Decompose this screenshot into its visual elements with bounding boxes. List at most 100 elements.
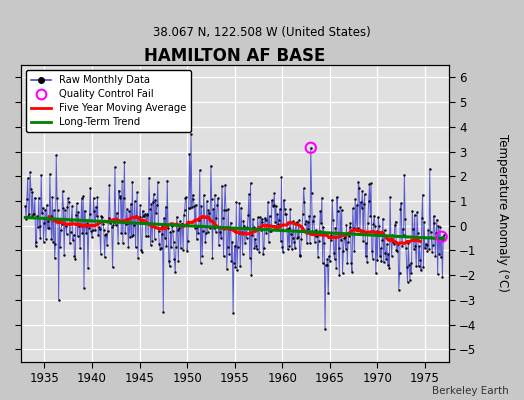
Point (183, 248, 191, 254)
Point (398, 243, 406, 249)
Point (378, 237, 386, 244)
Point (111, 164, 119, 170)
Point (415, 243, 423, 250)
Point (100, 227, 108, 233)
Point (60, 252, 68, 258)
Point (403, 279, 412, 285)
Point (391, 222, 399, 228)
Point (402, 264, 411, 270)
Point (293, 235, 301, 242)
Point (200, 214, 209, 220)
Point (127, 201, 135, 207)
Point (75, 223, 83, 229)
Point (211, 192, 219, 198)
Point (181, 194, 190, 201)
Point (125, 208, 134, 215)
Point (430, 213, 438, 220)
Text: 38.067 N, 122.508 W (United States): 38.067 N, 122.508 W (United States) (153, 26, 371, 39)
Point (23, 196, 31, 203)
Point (176, 218, 184, 225)
Point (235, 200, 244, 206)
Point (209, 206, 217, 212)
Point (342, 246, 350, 252)
Point (154, 179, 162, 186)
Point (227, 258, 236, 264)
Point (124, 244, 133, 250)
Point (303, 219, 312, 225)
Point (124, 220, 132, 226)
Point (28, 189, 37, 196)
Point (132, 244, 140, 250)
Point (248, 232, 256, 238)
Point (371, 223, 379, 230)
Point (49, 239, 57, 246)
Point (394, 241, 402, 248)
Point (229, 309, 237, 316)
Point (114, 240, 122, 246)
Point (208, 255, 216, 261)
Point (422, 240, 430, 247)
Point (252, 243, 260, 250)
Point (419, 264, 428, 270)
Point (25, 211, 34, 217)
Point (46, 171, 54, 177)
Point (243, 224, 252, 230)
Point (292, 219, 301, 226)
Point (425, 246, 433, 253)
Point (95, 224, 103, 230)
Point (174, 258, 182, 264)
Point (198, 253, 206, 260)
Point (202, 230, 210, 236)
Point (113, 216, 122, 222)
Point (245, 191, 253, 198)
Point (262, 230, 270, 236)
Point (177, 245, 185, 251)
Point (305, 213, 313, 219)
Point (135, 214, 144, 220)
Point (436, 224, 444, 230)
Point (171, 269, 179, 276)
Point (337, 236, 345, 243)
Point (147, 201, 156, 208)
Point (66, 240, 74, 246)
Point (58, 188, 67, 194)
Point (177, 220, 185, 227)
Point (50, 255, 59, 262)
Point (320, 240, 329, 246)
Point (280, 197, 288, 203)
Point (120, 159, 128, 166)
Point (275, 216, 283, 223)
Point (362, 253, 370, 260)
Point (136, 202, 145, 209)
Point (327, 232, 335, 238)
Point (418, 192, 427, 198)
Point (43, 224, 52, 231)
Point (190, 203, 199, 210)
Point (365, 198, 373, 204)
Point (353, 225, 362, 231)
Point (101, 254, 109, 260)
Point (373, 228, 381, 234)
Point (223, 266, 231, 272)
Point (129, 232, 137, 238)
Point (158, 230, 166, 237)
Point (325, 258, 334, 264)
Point (397, 200, 406, 206)
Point (413, 208, 421, 215)
Point (281, 210, 290, 217)
Point (47, 236, 56, 242)
Point (231, 242, 239, 249)
Point (361, 191, 369, 198)
Point (314, 238, 323, 244)
Point (256, 214, 264, 220)
Point (355, 184, 363, 191)
Point (70, 232, 78, 238)
Point (291, 244, 299, 251)
Point (206, 162, 215, 169)
Point (340, 235, 348, 241)
Point (348, 268, 356, 275)
Point (413, 229, 422, 236)
Point (178, 221, 187, 228)
Point (368, 256, 377, 262)
Point (157, 245, 165, 252)
